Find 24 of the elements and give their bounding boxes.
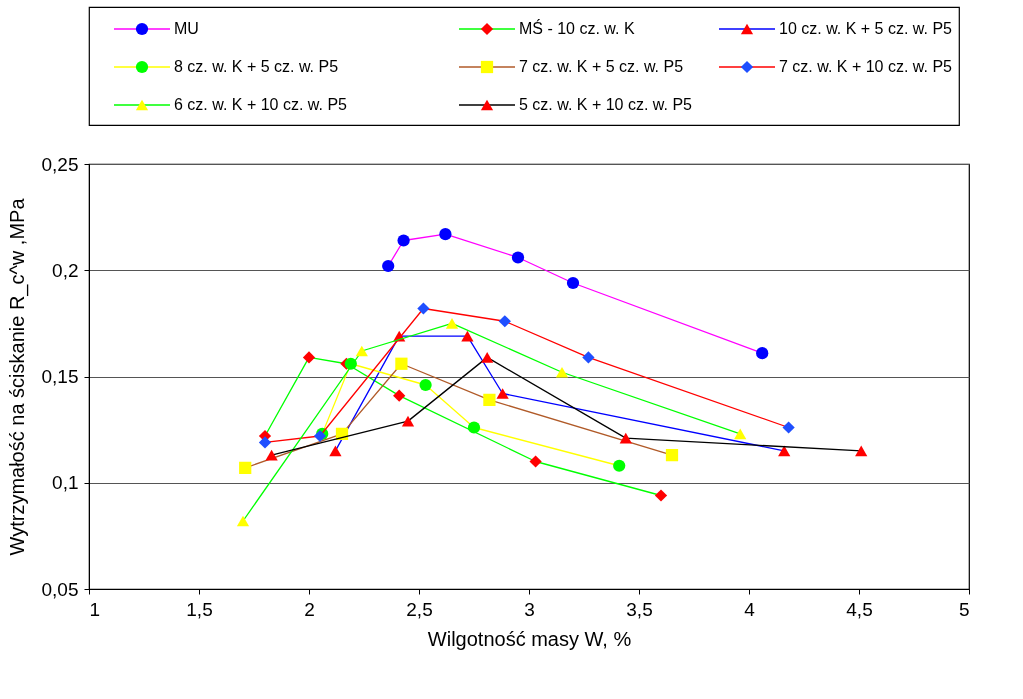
x-tick-label: 2 <box>304 598 315 620</box>
legend-label: MŚ - 10 cz. w. K <box>519 19 635 37</box>
legend-label: 10 cz. w. K + 5 cz. w. P5 <box>779 20 953 37</box>
x-tick-label: 1,5 <box>186 598 213 620</box>
x-tick-label: 3,5 <box>626 598 653 620</box>
legend-label: 7 cz. w. K + 10 cz. w. P5 <box>779 58 953 75</box>
y-tick-label: 0,05 <box>41 578 79 600</box>
y-tick-label: 0,2 <box>52 259 79 281</box>
x-tick-label: 5 <box>958 598 970 620</box>
legend-label: 7 cz. w. K + 5 cz. w. P5 <box>519 58 684 75</box>
legend-label: 5 cz. w. K + 10 cz. w. P5 <box>519 96 693 113</box>
x-tick-label: 1 <box>89 598 101 620</box>
y-tick-label: 0,15 <box>41 366 79 387</box>
x-axis-title: Wilgotność masy W, % <box>427 627 632 650</box>
y-tick-label: 0,25 <box>41 153 79 175</box>
x-tick-label: 4,5 <box>846 598 873 620</box>
legend-label: 8 cz. w. K + 5 cz. w. P5 <box>174 58 339 75</box>
y-tick-label: 0,1 <box>52 472 79 494</box>
x-tick-label: 3 <box>524 598 535 620</box>
legend-label: 6 cz. w. K + 10 cz. w. P5 <box>174 96 348 113</box>
x-tick-label: 2,5 <box>406 598 433 620</box>
y-axis-title: Wytrzymałość na ściskanie R_c^w ,MPa <box>5 197 29 556</box>
legend-label: MU <box>174 20 199 37</box>
x-tick-label: 4 <box>744 598 756 620</box>
